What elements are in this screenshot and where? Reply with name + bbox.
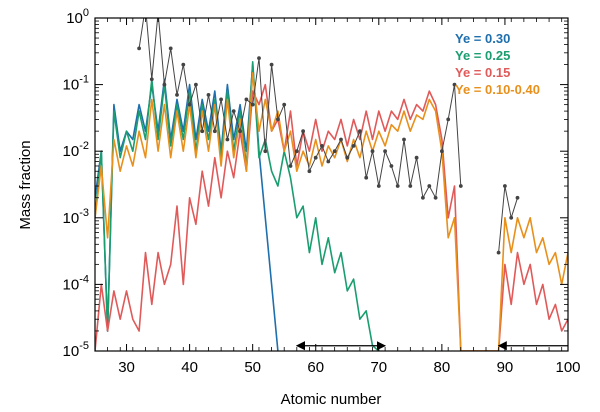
series-point-4-50 xyxy=(452,82,457,87)
series-point-4-14 xyxy=(225,137,230,142)
series-point-4-5 xyxy=(168,46,173,51)
series-point-4-44 xyxy=(414,155,419,160)
plot-frame xyxy=(94,17,569,352)
series-point-4-32 xyxy=(339,137,343,142)
series-point-5-1 xyxy=(503,184,507,188)
x-tick-label-2: 50 xyxy=(244,359,261,376)
series-line-1 xyxy=(95,60,380,351)
series-point-4-30 xyxy=(326,159,331,164)
series-layer xyxy=(95,4,568,351)
series-point-4-22 xyxy=(276,117,280,122)
series-line-4 xyxy=(138,18,462,199)
series-point-4-49 xyxy=(446,117,451,122)
series-point-4-41 xyxy=(395,184,400,188)
x-tick-label-3: 60 xyxy=(307,359,324,376)
series-point-4-39 xyxy=(383,149,387,154)
series-point-4-20 xyxy=(263,149,268,154)
series-point-4-43 xyxy=(408,184,413,188)
series-point-4-45 xyxy=(421,195,425,200)
legend-entry-3: Ye = 0.10-0.40 xyxy=(455,82,540,97)
series-point-4-19 xyxy=(257,56,261,60)
series-point-4-15 xyxy=(231,109,236,113)
series-point-4-37 xyxy=(370,149,375,154)
series-point-4-48 xyxy=(440,149,444,154)
series-point-4-18 xyxy=(250,102,255,107)
legend-entry-1: Ye = 0.25 xyxy=(455,48,510,63)
series-point-4-9 xyxy=(194,82,198,87)
x-tick-label-6: 90 xyxy=(497,359,514,376)
series-line-2 xyxy=(95,83,568,351)
y-tick-label-1: 10-4 xyxy=(63,273,89,293)
series-point-4-47 xyxy=(433,195,438,200)
series-point-4-8 xyxy=(187,102,192,107)
legend: Ye = 0.30 Ye = 0.25 Ye = 0.15 Ye = 0.10-0.4… xyxy=(455,31,540,97)
series-point-4-23 xyxy=(282,102,287,107)
series-point-4-11 xyxy=(206,93,211,97)
series-point-4-34 xyxy=(351,144,356,148)
series-point-4-4 xyxy=(162,82,167,87)
series-point-4-2 xyxy=(149,77,154,82)
series-point-4-36 xyxy=(364,175,369,180)
series-point-4-21 xyxy=(269,62,274,67)
x-tick-label-5: 80 xyxy=(434,359,451,376)
series-point-4-10 xyxy=(200,129,205,134)
series-point-4-40 xyxy=(389,164,394,168)
x-tick-label-4: 70 xyxy=(370,359,387,376)
x-axis-title: Atomic number xyxy=(281,391,382,408)
series-point-5-0 xyxy=(496,250,501,255)
series-point-4-42 xyxy=(402,137,406,142)
series-line-5 xyxy=(498,185,518,253)
series-line-3 xyxy=(95,72,568,351)
series-point-4-16 xyxy=(238,129,243,134)
y-tick-label-5: 100 xyxy=(66,7,89,27)
x-tick-label-1: 40 xyxy=(181,359,198,376)
series-point-4-6 xyxy=(175,93,179,97)
series-point-4-25 xyxy=(294,149,299,154)
legend-entry-2: Ye = 0.15 xyxy=(455,65,510,80)
series-point-5-2 xyxy=(509,215,514,220)
series-point-4-29 xyxy=(320,144,324,148)
series-point-4-17 xyxy=(244,97,249,102)
series-point-4-35 xyxy=(358,129,362,134)
x-tick-label-0: 30 xyxy=(118,359,135,376)
series-point-4-7 xyxy=(181,62,186,67)
series-point-4-33 xyxy=(345,155,350,160)
tick-layer: 30 40 50 60 70 80 90 100 10-5 10-4 10-3 10-2 10-1 100 xyxy=(63,7,581,376)
y-axis-title: Mass fraction xyxy=(17,140,34,229)
series-point-4-26 xyxy=(301,129,305,134)
series-point-5-3 xyxy=(515,195,520,200)
series-point-4-13 xyxy=(219,97,224,102)
legend-entry-0: Ye = 0.30 xyxy=(455,31,510,46)
y-tick-label-4: 10-1 xyxy=(63,74,89,94)
series-point-4-51 xyxy=(458,184,463,188)
series-point-4-24 xyxy=(288,164,293,168)
y-tick-label-0: 10-5 xyxy=(63,340,89,360)
series-point-4-28 xyxy=(313,155,318,160)
series-point-4-27 xyxy=(307,169,312,174)
y-tick-label-2: 10-3 xyxy=(63,207,89,227)
series-point-4-0 xyxy=(137,46,142,51)
series-point-4-1 xyxy=(144,4,148,8)
x-tick-label-7: 100 xyxy=(555,359,580,376)
series-point-4-3 xyxy=(156,11,160,15)
y-tick-label-3: 10-2 xyxy=(63,140,89,160)
series-point-4-38 xyxy=(376,184,381,188)
series-point-4-12 xyxy=(212,129,217,134)
series-point-4-31 xyxy=(332,149,337,154)
series-point-4-46 xyxy=(427,184,432,188)
